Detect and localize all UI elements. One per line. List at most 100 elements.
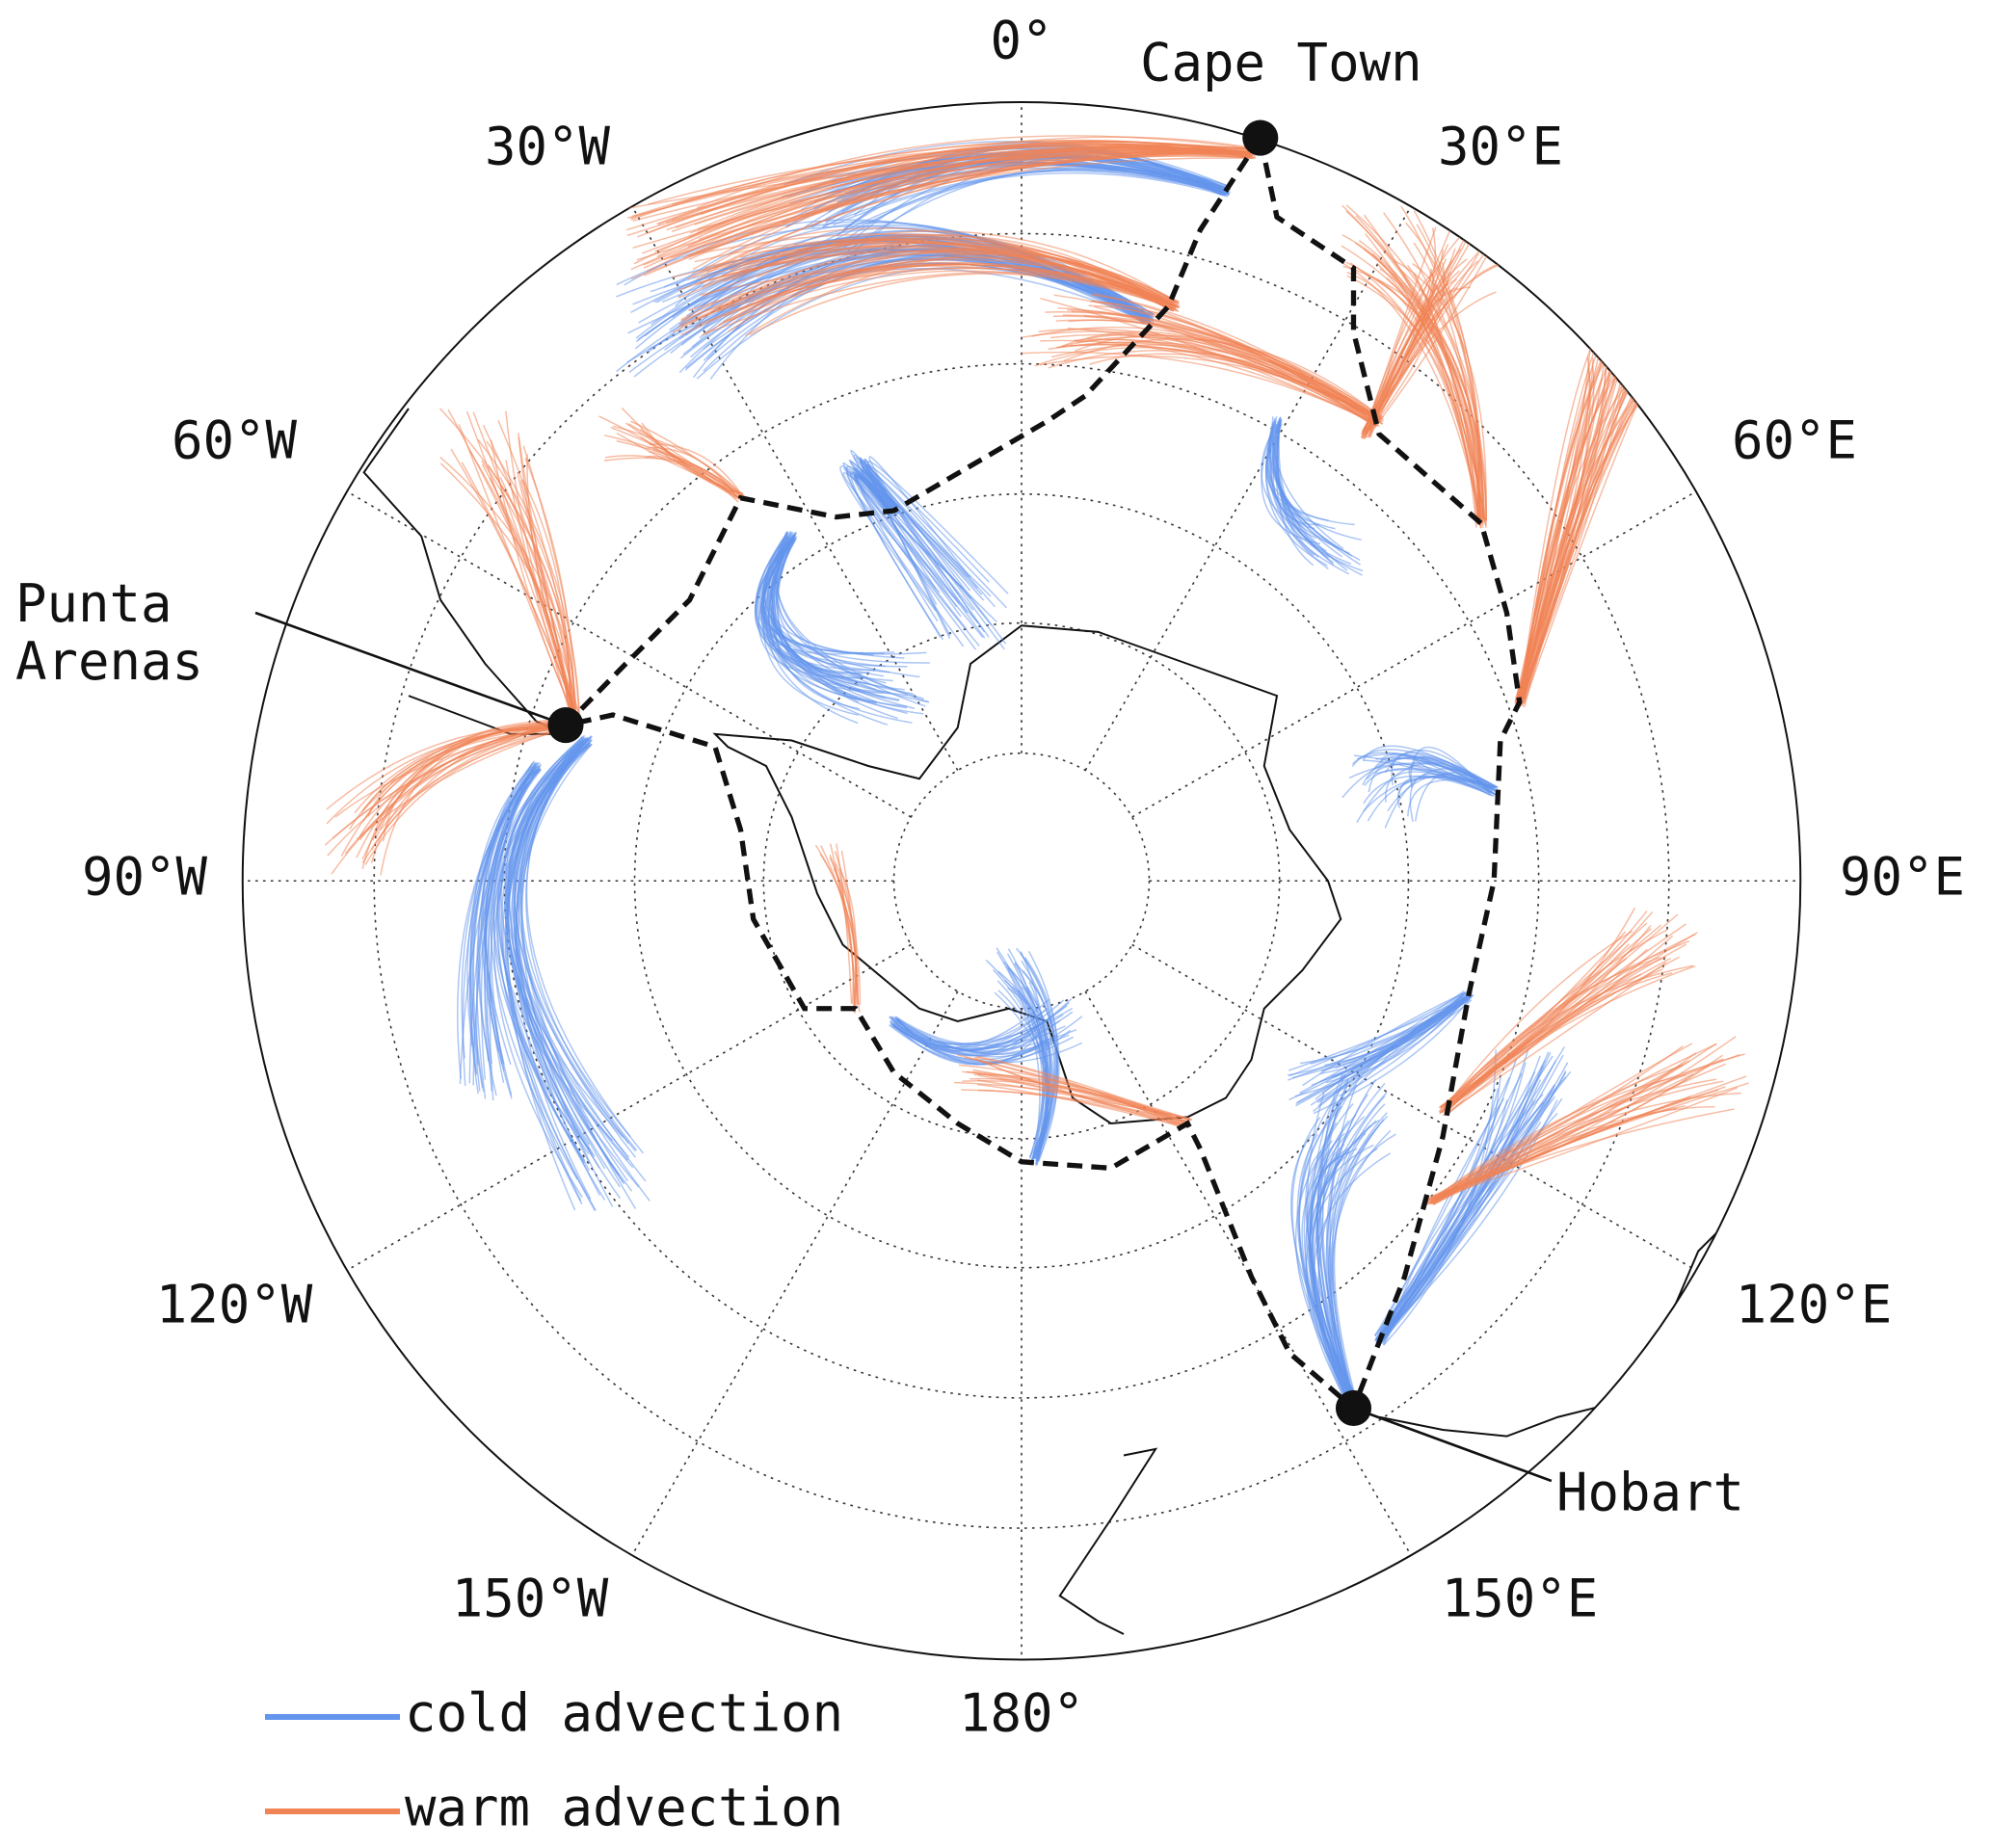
- trajectory: [1348, 762, 1499, 788]
- trajectory: [1309, 1144, 1374, 1402]
- trajectory: [996, 951, 1041, 1163]
- trajectory: [1341, 245, 1481, 519]
- trajectory: [699, 265, 1180, 312]
- city-marker: [1242, 119, 1279, 156]
- australia-coast: [1378, 1212, 1738, 1438]
- trajectory: [1382, 1085, 1555, 1339]
- trajectory: [1055, 319, 1383, 420]
- meridian: [1131, 490, 1697, 818]
- trajectory: [689, 144, 1249, 238]
- trajectory: [697, 238, 1175, 312]
- trajectory: [1428, 1078, 1717, 1202]
- meridian: [1084, 205, 1412, 771]
- trajectory: [739, 239, 1173, 308]
- trajectory: [1407, 779, 1494, 817]
- trajectory: [973, 1057, 1191, 1122]
- trajectory: [848, 170, 1228, 239]
- trajectory: [1368, 288, 1448, 438]
- trajectory: [1267, 419, 1329, 569]
- trajectory: [1428, 1045, 1684, 1200]
- lon-label: 0°: [990, 11, 1052, 71]
- trajectory: [730, 230, 1180, 305]
- trajectory: [1366, 258, 1468, 432]
- trajectory: [893, 1007, 1049, 1045]
- trajectory: [977, 1089, 1188, 1127]
- trajectory: [758, 534, 874, 656]
- trajectory: [829, 843, 861, 1013]
- trajectory: [1007, 968, 1044, 1166]
- leader-line: [1353, 1407, 1553, 1483]
- trajectory: [1518, 342, 1594, 703]
- trajectory: [1360, 248, 1462, 438]
- trajectory: [1271, 416, 1341, 550]
- trajectory: [624, 422, 741, 499]
- trajectory: [1409, 773, 1491, 823]
- trajectory: [642, 145, 1252, 254]
- city-marker: [1335, 1389, 1372, 1427]
- trajectory: [1305, 1116, 1366, 1410]
- trajectory: [975, 1056, 1184, 1129]
- city-marker: [547, 707, 584, 744]
- trajectory: [1443, 922, 1648, 1108]
- lon-label: 60°E: [1732, 410, 1857, 471]
- trajectory: [749, 273, 1179, 336]
- trajectory: [1274, 424, 1335, 566]
- trajectory: [1425, 1080, 1724, 1205]
- lon-label: 30°E: [1438, 117, 1563, 177]
- latitude-circle: [503, 362, 1540, 1399]
- trajectory: [1400, 205, 1481, 523]
- trajectory: [647, 447, 737, 497]
- trajectory: [462, 762, 539, 1087]
- trajectory: [1367, 776, 1496, 822]
- trajectory: [472, 768, 542, 1093]
- trajectory: [856, 467, 958, 608]
- trajectory: [485, 770, 541, 1083]
- trajectory: [697, 140, 1251, 234]
- trajectory: [769, 532, 887, 700]
- trajectory: [679, 251, 1177, 325]
- trajectory: [853, 475, 980, 647]
- lon-label: 180°: [959, 1683, 1084, 1744]
- trajectory: [777, 536, 908, 709]
- trajectory: [1007, 987, 1054, 1165]
- trajectory: [372, 727, 565, 841]
- trajectory: [1022, 351, 1375, 425]
- trajectory: [1379, 268, 1483, 519]
- trajectory: [513, 737, 637, 1158]
- trajectory: [1394, 259, 1487, 528]
- trajectory: [1326, 1094, 1368, 1406]
- trajectory: [833, 172, 1228, 226]
- trajectory: [1299, 990, 1465, 1095]
- trajectory: [1271, 424, 1361, 566]
- trajectory: [1408, 761, 1495, 790]
- trajectory: [977, 1079, 1190, 1120]
- trajectory: [1324, 995, 1470, 1067]
- trajectory: [1346, 271, 1481, 526]
- trajectory: [1517, 355, 1632, 705]
- trajectory: [774, 533, 925, 700]
- trajectory: [964, 1056, 1193, 1121]
- trajectory: [1440, 930, 1633, 1113]
- lon-label: 90°E: [1840, 847, 1965, 908]
- lon-label: 150°W: [452, 1569, 609, 1629]
- trajectory: [359, 727, 564, 840]
- trajectory: [506, 737, 621, 1188]
- trajectory: [835, 862, 857, 1014]
- trajectory: [1334, 992, 1465, 1078]
- trajectory: [1048, 350, 1375, 418]
- trajectory: [1062, 336, 1381, 420]
- trajectory: [482, 424, 575, 711]
- trajectory: [1381, 1062, 1569, 1340]
- meridian: [631, 205, 959, 771]
- labels: 0° 30°E 60°E 90°E 120°E 150°E 180° 150°W…: [15, 11, 1965, 1744]
- trajectory: [893, 1023, 1046, 1066]
- trajectory: [349, 725, 571, 830]
- south-america-coast: [362, 408, 567, 735]
- trajectory: [1039, 355, 1383, 425]
- city-label: Punta Arenas: [15, 573, 203, 692]
- trajectory: [458, 424, 572, 712]
- meridian: [1131, 943, 1697, 1272]
- city-label: Cape Town: [1140, 33, 1422, 93]
- trajectory: [526, 454, 579, 712]
- trajectory: [1307, 1132, 1350, 1408]
